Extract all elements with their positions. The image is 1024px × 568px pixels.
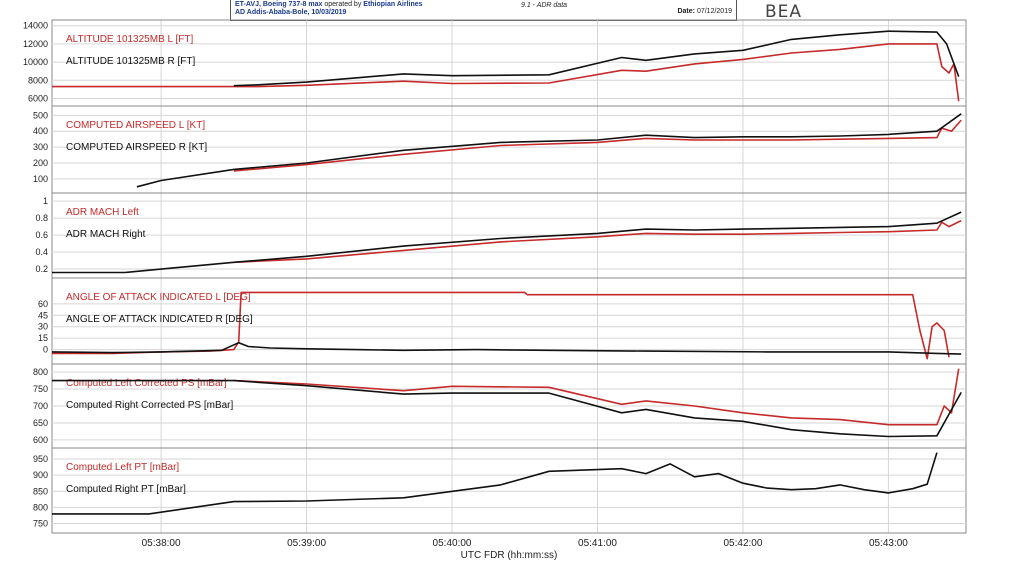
y-tick-label: 950 <box>33 454 48 464</box>
report-date: Date: 07/12/2019 <box>677 8 732 15</box>
y-tick-label: 60 <box>38 299 48 309</box>
aircraft-label: ET-AVJ, Boeing 737-8 max <box>235 1 323 8</box>
panel-frame <box>51 447 967 534</box>
y-tick-label: 700 <box>33 401 48 411</box>
series-line <box>233 30 960 87</box>
y-tick-label: 650 <box>33 418 48 428</box>
operated-by-label: operated by <box>322 1 364 8</box>
y-tick-label: 10000 <box>23 57 48 67</box>
legend-label: COMPUTED AIRSPEED L [KT] <box>66 120 205 131</box>
legend-label: Computed Left Corrected PS [mBar] <box>66 378 227 389</box>
panel-3: 0.2 0.4 0.6 0.8 1 ADR MACH Left ADR MACH Right <box>35 192 967 279</box>
legend-label: ALTITUDE 101325MB L [FT] <box>66 34 193 45</box>
series-line <box>136 113 962 188</box>
y-tick-label: 0 <box>43 345 48 355</box>
y-tick-label: 600 <box>33 435 48 445</box>
y-tick-label: 12000 <box>23 39 48 49</box>
y-tick-label: 500 <box>33 110 48 120</box>
y-tick-label: 400 <box>33 126 48 136</box>
legend-label: ANGLE OF ATTACK INDICATED R [DEG] <box>66 314 253 325</box>
y-tick-label: 0.2 <box>35 264 48 274</box>
x-axis-label: UTC FDR (hh:mm:ss) <box>461 550 558 561</box>
y-tick-label: 6000 <box>28 93 48 103</box>
panel-5: 600 650 700 750 800 Computed Left Corrected P… <box>33 363 967 449</box>
series-line <box>233 119 962 172</box>
legend-label: ALTITUDE 101325MB R [FT] <box>66 56 196 67</box>
legend-label: Computed Left PT [mBar] <box>66 462 179 473</box>
y-tick-label: 800 <box>33 502 48 512</box>
y-tick-label: 15 <box>38 333 48 343</box>
series-line <box>51 341 962 355</box>
y-tick-label: 8000 <box>28 75 48 85</box>
date-value: 07/12/2019 <box>696 8 732 15</box>
series-line <box>52 379 962 438</box>
x-tick-label: 05:40:00 <box>433 538 472 549</box>
x-tick-label: 05:41:00 <box>578 538 617 549</box>
legend-label: Computed Right Corrected PS [mBar] <box>66 400 234 411</box>
series-line <box>52 211 962 274</box>
legend-label: Computed Right PT [mBar] <box>66 484 186 495</box>
airline-label: Ethiopian Airlines <box>363 1 423 8</box>
y-tick-label: 30 <box>38 322 48 332</box>
y-tick-label: 1 <box>43 196 48 206</box>
y-tick-label: 750 <box>33 519 48 529</box>
series-line <box>233 368 960 426</box>
x-tick-label: 05:39:00 <box>287 538 326 549</box>
y-tick-label: 300 <box>33 142 48 152</box>
y-tick-label: 900 <box>33 470 48 480</box>
x-tick-label: 05:42:00 <box>723 538 762 549</box>
date-label: Date: <box>677 8 695 15</box>
location-date-label: AD Addis-Ababa-Bole, 10/03/2019 <box>235 9 347 16</box>
y-tick-label: 750 <box>33 384 48 394</box>
legend-label: ADR MACH Left <box>66 207 139 218</box>
y-tick-label: 45 <box>38 310 48 320</box>
y-tick-label: 850 <box>33 486 48 496</box>
y-tick-label: 0.4 <box>35 247 48 257</box>
panel-2: 100 200 300 400 500 COMPUTED AIRSPEED L [KT] C… <box>33 105 967 194</box>
y-tick-label: 800 <box>33 367 48 377</box>
y-tick-label: 14000 <box>23 21 48 31</box>
bea-logo: BEA <box>765 2 803 22</box>
series-line <box>52 43 960 102</box>
legend-label: ADR MACH Right <box>66 229 146 240</box>
x-tick-label: 05:43:00 <box>869 538 908 549</box>
legend-label: COMPUTED AIRSPEED R [KT] <box>66 142 207 153</box>
panel-6: 750 800 850 900 950 Computed Left PT [mBar] Co… <box>33 447 967 534</box>
panel-1: 6000 8000 10000 12000 14000 ALTITUDE 101325MB… <box>23 19 967 107</box>
y-tick-label: 100 <box>33 174 48 184</box>
x-tick-label: 05:38:00 <box>142 538 181 549</box>
figure-reference: 9.1 - ADR data <box>521 2 568 9</box>
y-tick-label: 0.6 <box>35 230 48 240</box>
series-line <box>233 219 962 264</box>
y-tick-label: 0.8 <box>35 213 48 223</box>
y-tick-label: 200 <box>33 158 48 168</box>
flight-info: ET-AVJ, Boeing 737-8 max operated by Eth… <box>235 1 423 17</box>
legend-label: ANGLE OF ATTACK INDICATED L [DEG] <box>66 292 251 303</box>
series-line <box>52 452 938 515</box>
